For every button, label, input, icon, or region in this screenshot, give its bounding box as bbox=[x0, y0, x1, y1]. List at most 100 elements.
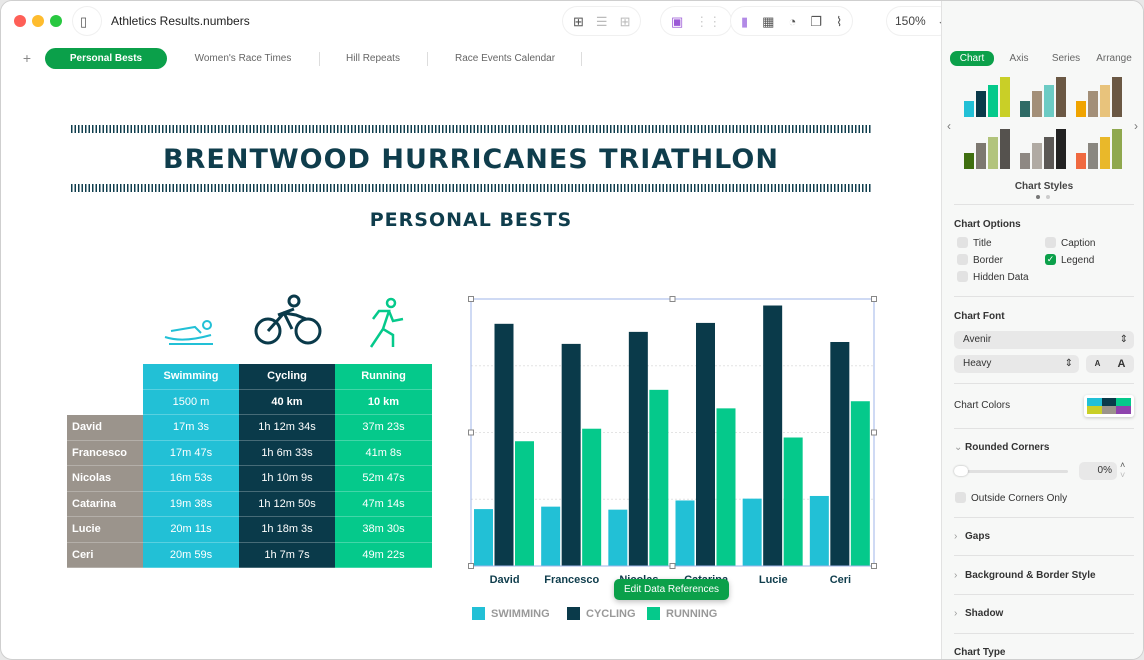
column-distance-swimming[interactable]: 1500 m bbox=[143, 389, 239, 415]
table-cell[interactable]: 47m 14s bbox=[335, 491, 432, 517]
table-cell[interactable]: 1h 6m 33s bbox=[239, 440, 335, 466]
chart-style-option[interactable] bbox=[1020, 129, 1068, 169]
styles-next-icon[interactable]: › bbox=[1134, 119, 1138, 133]
legend-cycling[interactable]: CYCLING bbox=[567, 607, 636, 620]
gaps-section[interactable]: Gaps bbox=[965, 531, 991, 542]
table-insert-icon[interactable]: ⊞ bbox=[619, 13, 631, 29]
page-dot-active[interactable] bbox=[1036, 195, 1040, 199]
background-border-section[interactable]: Background & Border Style bbox=[965, 570, 1096, 581]
add-sheet-button[interactable]: + bbox=[22, 50, 32, 66]
bar-running-francesco[interactable] bbox=[582, 428, 602, 566]
chart-style-option[interactable] bbox=[964, 77, 1012, 117]
legend-running[interactable]: RUNNING bbox=[647, 607, 717, 620]
rounded-stepper[interactable]: ˄ ˅ bbox=[1120, 460, 1126, 480]
tab-arrange[interactable]: Arrange bbox=[1096, 53, 1132, 64]
table-cell[interactable]: 19m 38s bbox=[143, 491, 239, 517]
table-cell[interactable]: 37m 23s bbox=[335, 415, 432, 441]
row-header[interactable]: Ceri bbox=[67, 542, 143, 568]
table-cell[interactable]: 38m 30s bbox=[335, 517, 432, 543]
table-cell[interactable]: 1h 7m 7s bbox=[239, 542, 335, 568]
table-cell[interactable]: 1h 12m 50s bbox=[239, 491, 335, 517]
bar-swimming-catarina[interactable] bbox=[675, 500, 695, 566]
row-header[interactable]: Francesco bbox=[67, 440, 143, 466]
tab-hill-repeats[interactable]: Hill Repeats bbox=[346, 53, 400, 64]
hidden-data-checkbox[interactable] bbox=[957, 271, 968, 282]
collapse-chevron-icon[interactable]: ⌄ bbox=[954, 442, 963, 453]
table-cell[interactable]: 16m 53s bbox=[143, 466, 239, 492]
row-header[interactable]: David bbox=[67, 415, 143, 441]
chart-colors-swatch[interactable] bbox=[1084, 395, 1134, 417]
column-header-cycling[interactable]: Cycling bbox=[239, 364, 335, 390]
list-icon[interactable]: ☰ bbox=[595, 13, 608, 29]
styles-prev-icon[interactable]: ‹ bbox=[947, 119, 951, 133]
bar-cycling-lucie[interactable] bbox=[763, 305, 783, 566]
table-cell[interactable]: 52m 47s bbox=[335, 466, 432, 492]
outside-corners-checkbox[interactable] bbox=[955, 492, 966, 503]
title-checkbox[interactable] bbox=[957, 237, 968, 248]
resize-handle[interactable] bbox=[669, 563, 676, 569]
text-box-icon[interactable]: ▮ bbox=[741, 13, 749, 29]
bar-cycling-david[interactable] bbox=[494, 323, 514, 566]
tab-race-events-calendar[interactable]: Race Events Calendar bbox=[454, 53, 556, 64]
bar-cycling-francesco[interactable] bbox=[561, 343, 581, 566]
caption-checkbox[interactable] bbox=[1045, 237, 1056, 248]
bar-running-ceri[interactable] bbox=[850, 401, 870, 566]
row-header[interactable]: Lucie bbox=[67, 517, 143, 543]
bar-running-nicolas[interactable] bbox=[649, 389, 669, 566]
bar-cycling-nicolas[interactable] bbox=[628, 331, 648, 566]
chart-style-option[interactable] bbox=[1020, 77, 1068, 117]
chart-style-option[interactable] bbox=[1076, 77, 1124, 117]
minimize-button[interactable] bbox=[32, 15, 44, 27]
zoom-button[interactable] bbox=[50, 15, 62, 27]
tab-chart[interactable]: Chart bbox=[950, 51, 994, 66]
column-distance-running[interactable]: 10 km bbox=[335, 389, 432, 415]
shadow-section[interactable]: Shadow bbox=[965, 608, 1004, 619]
add-text-icon[interactable]: ⊞ bbox=[573, 13, 584, 29]
table-cell[interactable]: 17m 47s bbox=[143, 440, 239, 466]
font-family-select[interactable]: Avenir ⇕ bbox=[954, 331, 1134, 349]
rounded-corners-field[interactable]: 0% bbox=[1079, 462, 1117, 480]
column-header-swimming[interactable]: Swimming bbox=[143, 364, 239, 390]
bar-swimming-nicolas[interactable] bbox=[608, 509, 628, 566]
tab-axis[interactable]: Axis bbox=[1009, 53, 1029, 64]
expand-chevron-icon[interactable]: › bbox=[954, 570, 958, 581]
expand-chevron-icon[interactable]: › bbox=[954, 531, 958, 542]
chart-icon[interactable]: ◔ bbox=[788, 13, 797, 29]
bar-chart[interactable] bbox=[467, 291, 881, 573]
slider-thumb[interactable] bbox=[954, 466, 968, 476]
resize-handle[interactable] bbox=[468, 563, 474, 569]
table-cell[interactable]: 49m 22s bbox=[335, 542, 432, 568]
table-cell[interactable]: 17m 3s bbox=[143, 415, 239, 441]
tab-womens-race-times[interactable]: Women's Race Times bbox=[194, 53, 292, 64]
bar-swimming-lucie[interactable] bbox=[742, 498, 762, 566]
row-header[interactable]: Catarina bbox=[67, 491, 143, 517]
bar-swimming-francesco[interactable] bbox=[541, 506, 561, 566]
table-cell[interactable]: 1h 18m 3s bbox=[239, 517, 335, 543]
increase-font-button[interactable]: A bbox=[1117, 358, 1126, 370]
tab-personal-bests[interactable]: Personal Bests bbox=[45, 48, 167, 69]
resize-handle[interactable] bbox=[468, 429, 474, 436]
rounded-corners-slider[interactable] bbox=[954, 466, 1068, 476]
table-cell[interactable]: 20m 59s bbox=[143, 542, 239, 568]
legend-checkbox[interactable]: ✓ bbox=[1045, 254, 1056, 265]
resize-handle[interactable] bbox=[871, 429, 877, 436]
decrease-font-button[interactable]: A bbox=[1094, 359, 1101, 368]
edit-data-references-button[interactable]: Edit Data References bbox=[614, 579, 730, 600]
table-cell[interactable]: 41m 8s bbox=[335, 440, 432, 466]
expand-chevron-icon[interactable]: › bbox=[954, 608, 958, 619]
attachment-icon[interactable]: ⌇ bbox=[835, 13, 843, 29]
page-dot[interactable] bbox=[1046, 195, 1050, 199]
border-checkbox[interactable] bbox=[957, 254, 968, 265]
bar-running-catarina[interactable] bbox=[716, 408, 736, 566]
legend-swimming[interactable]: SWIMMING bbox=[472, 607, 550, 620]
table-cell[interactable]: 20m 11s bbox=[143, 517, 239, 543]
bar-swimming-david[interactable] bbox=[474, 509, 493, 566]
font-weight-select[interactable]: Heavy ⇕ bbox=[954, 355, 1079, 373]
grid-icon[interactable]: ⋮⋮ bbox=[695, 13, 722, 29]
resize-handle[interactable] bbox=[871, 296, 877, 302]
row-header[interactable]: Nicolas bbox=[67, 466, 143, 492]
chart-style-option[interactable] bbox=[964, 129, 1012, 169]
bar-swimming-ceri[interactable] bbox=[809, 495, 829, 566]
table-cell[interactable]: 1h 12m 34s bbox=[239, 415, 335, 441]
resize-handle[interactable] bbox=[871, 563, 877, 569]
